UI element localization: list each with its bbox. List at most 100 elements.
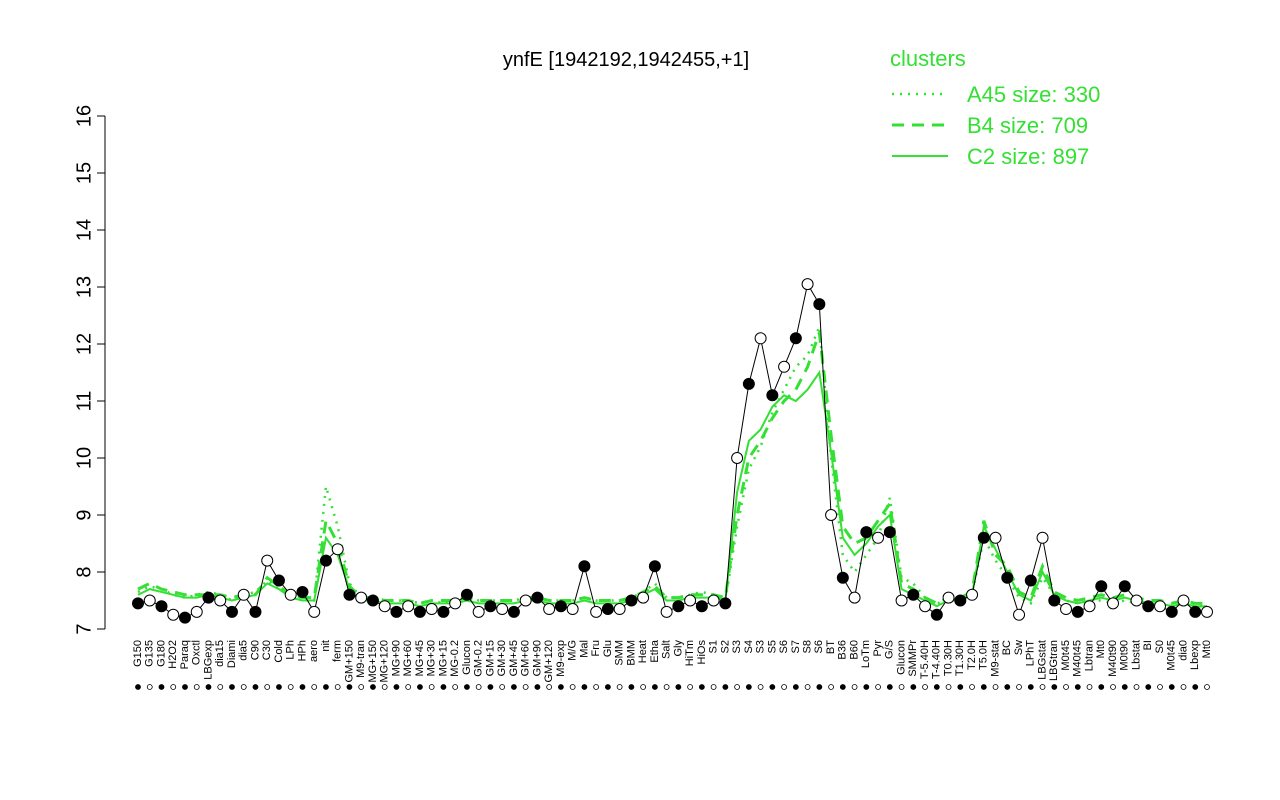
data-point xyxy=(601,603,614,616)
rug-dot xyxy=(969,684,975,690)
rug-dot xyxy=(628,684,635,690)
rug-dot xyxy=(781,684,787,690)
data-point xyxy=(472,605,485,618)
rug-dot xyxy=(370,684,376,690)
data-point xyxy=(167,608,180,621)
data-point xyxy=(766,389,779,402)
data-point xyxy=(954,594,967,607)
rug-dot xyxy=(240,684,247,690)
data-point xyxy=(789,332,802,345)
data-point xyxy=(261,554,274,567)
rug-dot xyxy=(922,684,928,690)
data-point xyxy=(484,600,497,613)
legend-label: A45 size: 330 xyxy=(967,82,1100,107)
data-point xyxy=(930,608,943,621)
data-point xyxy=(648,560,661,573)
rug-dot xyxy=(734,684,741,690)
data-point xyxy=(625,594,638,607)
data-point xyxy=(402,600,415,613)
data-point xyxy=(143,594,156,607)
x-tick-label: Mal xyxy=(578,640,590,658)
data-point xyxy=(284,588,297,601)
rug-dot xyxy=(276,684,282,690)
data-point xyxy=(390,605,403,618)
rug-dot xyxy=(546,684,553,690)
rug-dot xyxy=(1204,684,1210,690)
data-point xyxy=(437,605,450,618)
x-tick-label: M9-tran xyxy=(355,640,367,678)
y-tick-label: 8 xyxy=(73,566,95,577)
x-tick-label: dia0 xyxy=(1177,640,1189,661)
data-point xyxy=(966,588,979,601)
rug-dot xyxy=(722,684,729,690)
x-tick-label: S0 xyxy=(1154,640,1166,653)
x-tick-label: GM+60 xyxy=(520,640,532,676)
data-point xyxy=(507,605,520,618)
data-point xyxy=(801,278,814,291)
x-tick-label: H2O2 xyxy=(167,640,179,669)
x-tick-label: MG+150 xyxy=(367,640,379,683)
rug-dot xyxy=(816,684,823,690)
x-tick-label: M0t45 xyxy=(1060,640,1072,671)
data-point xyxy=(1177,594,1190,607)
x-tick-label: B36 xyxy=(837,640,849,660)
data-point xyxy=(343,588,356,601)
data-point xyxy=(214,594,227,607)
x-tick-label: G180 xyxy=(155,640,167,667)
x-tick-label: G150 xyxy=(132,640,144,667)
x-tick-label: M0t90 xyxy=(1119,640,1131,671)
rug-dot xyxy=(687,684,694,690)
data-point xyxy=(836,571,849,584)
rug-dot xyxy=(1074,684,1081,690)
data-point xyxy=(707,594,720,607)
rug-dot xyxy=(452,684,459,690)
data-point xyxy=(684,594,697,607)
x-tick-label: MG+30 xyxy=(426,640,438,676)
x-tick-label: Lbexp xyxy=(1189,640,1201,670)
rug-dot xyxy=(323,684,329,690)
x-tick-label: T-5.40H xyxy=(919,640,931,679)
x-tick-label: HiOs xyxy=(696,640,708,665)
rug-dot xyxy=(170,684,177,690)
data-point xyxy=(719,597,732,610)
data-point xyxy=(460,588,473,601)
rug-dot xyxy=(311,684,318,690)
rug-dot xyxy=(828,684,834,690)
data-point xyxy=(660,605,673,618)
data-point xyxy=(1013,608,1026,621)
data-point xyxy=(977,531,990,544)
rug-dot xyxy=(1051,684,1058,690)
data-point xyxy=(1024,574,1037,587)
rug-dot xyxy=(569,684,576,690)
rug-dot xyxy=(992,684,999,690)
x-tick-label: Lbstat xyxy=(1130,640,1142,670)
data-point xyxy=(1083,600,1096,613)
data-point xyxy=(883,526,896,539)
x-tick-label: M0t45 xyxy=(1166,640,1178,671)
rug-dot xyxy=(663,684,670,690)
x-tick-label: Mt0 xyxy=(1201,640,1213,658)
x-tick-label: M40t90 xyxy=(1107,640,1119,677)
data-point xyxy=(202,591,215,604)
data-point xyxy=(1071,605,1084,618)
rug-dot xyxy=(1086,684,1093,690)
data-point xyxy=(907,588,920,601)
rug-dot xyxy=(346,684,353,690)
x-tick-label: T-4.40H xyxy=(931,640,943,679)
x-tick-label: T1.30H xyxy=(954,640,966,676)
rug-dot xyxy=(604,684,611,690)
data-point xyxy=(249,605,262,618)
rug-dot xyxy=(499,684,506,690)
x-tick-label: Pyr xyxy=(872,640,884,657)
data-point xyxy=(566,603,579,616)
x-tick-label: M40t45 xyxy=(1072,640,1084,677)
rug-dot xyxy=(511,684,517,690)
rug-dot xyxy=(651,684,658,690)
data-point xyxy=(378,600,391,613)
data-point xyxy=(813,298,826,311)
data-point xyxy=(919,600,932,613)
data-point xyxy=(366,594,379,607)
rug-dot xyxy=(863,684,870,690)
x-tick-label: Salt xyxy=(661,640,673,659)
